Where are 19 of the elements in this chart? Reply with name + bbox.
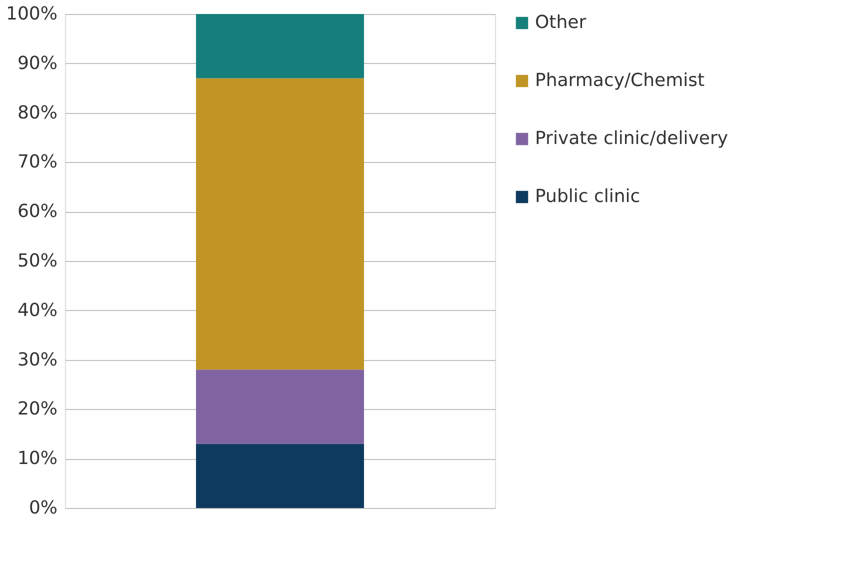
y-tick-label: 70%: [17, 152, 58, 173]
legend-label: Pharmacy/Chemist: [535, 70, 705, 91]
y-tick-label: 100%: [6, 4, 58, 24]
y-tick-label: 20%: [17, 398, 58, 420]
y-tick-label: 90%: [17, 52, 58, 74]
bar: [196, 14, 364, 78]
legend-label: Public clinic: [535, 186, 640, 207]
y-tick-label: 60%: [17, 201, 58, 222]
bar: [196, 78, 364, 370]
bar: [196, 370, 364, 444]
legend-label: Other: [535, 12, 587, 33]
y-tick-label: 10%: [17, 448, 58, 470]
y-tick-label: 80%: [17, 102, 58, 124]
y-tick-label: 0%: [28, 498, 58, 518]
legend-label: Private clinic/delivery: [535, 128, 728, 149]
y-tick-label: 40%: [17, 300, 58, 321]
y-tick-label: 50%: [17, 250, 58, 272]
y-tick-label: 30%: [17, 349, 58, 370]
bar: [196, 444, 364, 508]
